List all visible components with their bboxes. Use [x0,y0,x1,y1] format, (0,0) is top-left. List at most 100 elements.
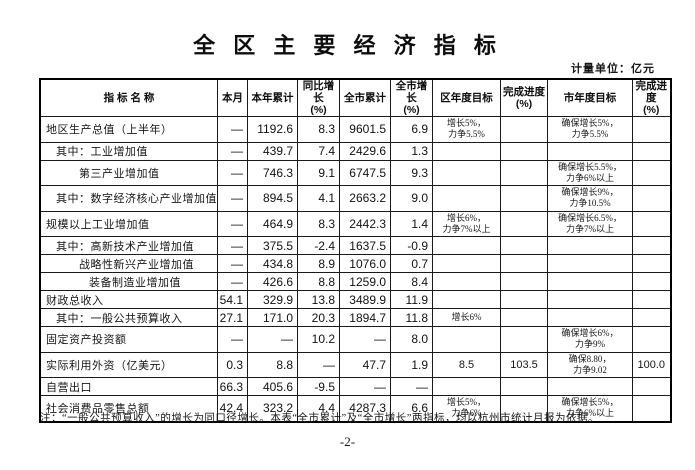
indicator-name: 社会消费品零售总额 [39,395,218,423]
cell-city-target: 确保增长5.5%， 力争6%以上 [547,159,633,187]
cell-city-ytd: — [339,377,391,397]
cell-city-progress [632,290,671,310]
cell-month: — [217,141,248,161]
header-indicator-name: 指 标 名 称 [39,78,218,118]
indicator-name: 装备制造业增加值 [39,272,218,292]
cell-city-growth: 11.9 [390,290,433,310]
cell-city-growth: 9.0 [390,185,433,212]
cell-city-progress [632,236,671,256]
cell-district-target [432,141,501,161]
cell-city-growth: 8.4 [390,272,433,292]
cell-city-progress [632,377,671,397]
cell-district-target [432,377,501,397]
indicators-table: 指 标 名 称 本月 本年累计 同比增长 (%) 全市累计 全市增长 (%) 区… [39,78,672,423]
cell-yoy: 13.8 [297,290,340,310]
cell-month: 42.4 [217,395,248,423]
cell-district-target [432,254,501,274]
cell-city-ytd: 2429.6 [339,141,391,161]
indicator-name: 自营出口 [39,377,218,397]
cell-month: 54.1 [217,290,248,310]
cell-month: — [217,210,248,238]
cell-city-ytd: 6747.5 [339,159,391,187]
cell-yoy: 20.3 [297,308,340,328]
footnote: 注：“一般公共预算收入”的增长为同口径增长。本表“全市累计”及“全市增长”两指标… [40,413,599,424]
cell-city-growth: 0.7 [390,254,433,274]
page-title: 全 区 主 要 经 济 指 标 [193,33,502,58]
cell-city-target [547,272,633,292]
cell-city-ytd: 1076.0 [339,254,391,274]
cell-district-target: 增长5%， 力争5.5% [432,116,501,143]
cell-city-growth: 8.0 [390,326,433,353]
cell-district-target [432,326,501,353]
cell-month: — [217,254,248,274]
cell-ytd: 1192.6 [247,116,298,143]
indicator-name: 其中：数字经济核心产业增加值 [39,185,218,212]
cell-district-progress [500,326,548,353]
header-row: 指 标 名 称 本月 本年累计 同比增长 (%) 全市累计 全市增长 (%) 区… [39,78,671,118]
cell-city-progress [632,254,671,274]
cell-district-progress [500,210,548,238]
cell-city-target: 确保增长6.5%， 力争7%以上 [547,210,633,238]
cell-district-target: 8.5 [432,351,501,379]
table-row: 自营出口 66.3 405.6 -9.5 — — [39,377,671,397]
indicator-name: 战略性新兴产业增加值 [39,254,218,274]
unit-label: 计量单位：亿元 [571,63,655,75]
cell-ytd: 894.5 [247,185,298,212]
table-row: 固定资产投资额 — — 10.2 — 8.0 确保增长6%， 力争9% [39,326,671,353]
header-district-progress: 完成进度 (%) [500,78,548,118]
table-row: 战略性新兴产业增加值 — 434.8 8.9 1076.0 0.7 [39,254,671,274]
cell-city-progress [632,395,671,423]
cell-city-target: 确保增长5%， 力争6%以上 [547,395,633,423]
cell-district-progress [500,236,548,256]
cell-district-progress [500,254,548,274]
cell-yoy: 4.4 [297,395,340,423]
cell-district-target: 增长5%， 力争6% [432,395,501,423]
cell-district-target [432,185,501,212]
cell-ytd: 464.9 [247,210,298,238]
indicator-name: 实际利用外资（亿美元） [39,351,218,379]
table-row: 社会消费品零售总额 42.4 323.2 4.4 4287.3 6.6 增长5%… [39,395,671,423]
indicator-name: 第三产业增加值 [39,159,218,187]
cell-district-target [432,236,501,256]
table-row: 第三产业增加值 — 746.3 9.1 6747.5 9.3 确保增长5.5%，… [39,159,671,187]
cell-district-progress [500,272,548,292]
table-row: 实际利用外资（亿美元） 0.3 8.8 — 47.7 1.9 8.5 103.5… [39,351,671,379]
cell-district-progress [500,116,548,143]
cell-city-target [547,377,633,397]
cell-district-progress [500,185,548,212]
cell-month: — [217,272,248,292]
cell-yoy: 7.4 [297,141,340,161]
header-yoy-growth: 同比增长 (%) [297,78,340,118]
cell-district-progress [500,377,548,397]
header-city-target: 市年度目标 [547,78,633,118]
cell-city-ytd: 47.7 [339,351,391,379]
indicator-name: 地区生产总值（上半年） [39,116,218,143]
cell-city-progress [632,272,671,292]
cell-ytd: 405.6 [247,377,298,397]
header-month: 本月 [217,78,248,118]
cell-month: — [217,159,248,187]
cell-ytd: 375.5 [247,236,298,256]
cell-city-ytd: 2442.3 [339,210,391,238]
cell-city-growth: 9.3 [390,159,433,187]
header-city-ytd: 全市累计 [339,78,391,118]
indicator-name: 其中：高新技术产业增加值 [39,236,218,256]
cell-ytd: 434.8 [247,254,298,274]
cell-month: — [217,326,248,353]
cell-ytd: 746.3 [247,159,298,187]
cell-district-target: 增长6%， 力争7%以上 [432,210,501,238]
cell-ytd: 426.6 [247,272,298,292]
table-row: 其中：工业增加值 — 439.7 7.4 2429.6 1.3 [39,141,671,161]
cell-city-target: 确保增长9%， 力争10.5% [547,185,633,212]
cell-yoy: 9.1 [297,159,340,187]
cell-city-growth: 11.8 [390,308,433,328]
cell-yoy: 10.2 [297,326,340,353]
cell-month: 66.3 [217,377,248,397]
cell-city-ytd: 1637.5 [339,236,391,256]
cell-month: — [217,185,248,212]
cell-city-target [547,141,633,161]
table-row: 规模以上工业增加值 — 464.9 8.3 2442.3 1.4 增长6%， 力… [39,210,671,238]
cell-yoy: 8.3 [297,210,340,238]
cell-city-ytd: 1894.7 [339,308,391,328]
